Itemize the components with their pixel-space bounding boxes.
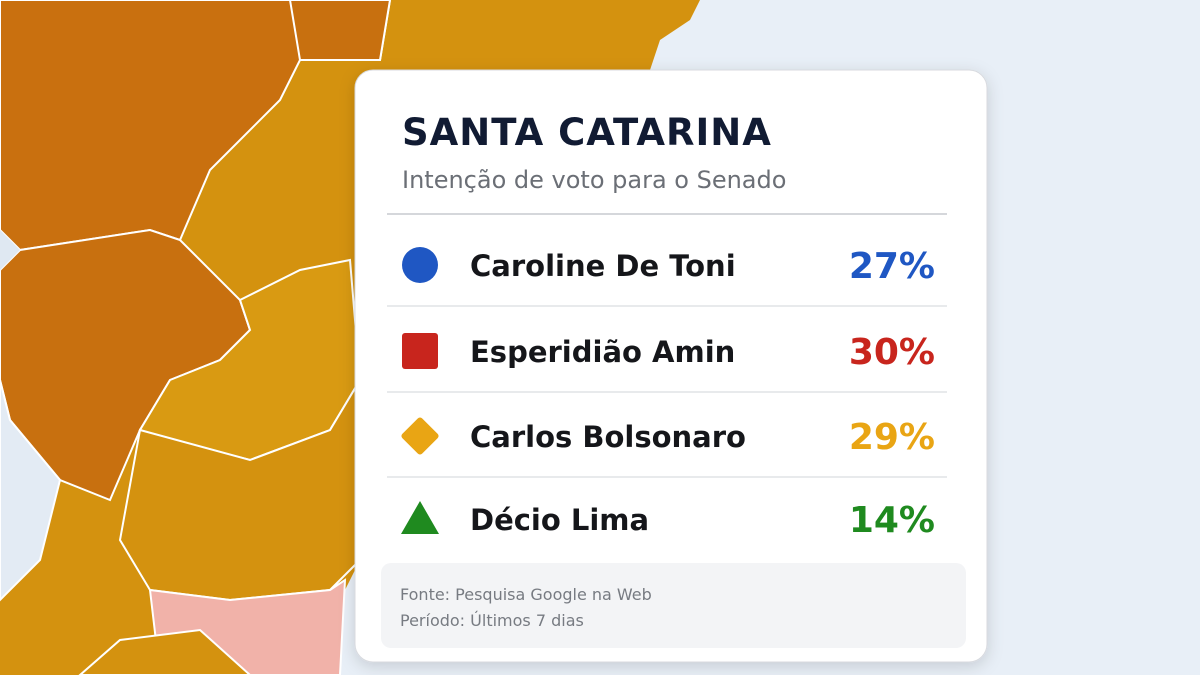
candidate-value: 30%: [849, 332, 935, 373]
candidate-value: 27%: [849, 246, 935, 287]
marker-triangle: [401, 501, 439, 534]
marker-diamond: [401, 417, 439, 455]
card: SANTA CATARINA Intenção de voto para o S…: [354, 69, 988, 663]
footer-box: [381, 563, 966, 648]
footer-source: Fonte: Pesquisa Google na Web: [400, 585, 652, 604]
candidate-value: 29%: [849, 417, 935, 458]
candidate-name: Esperidião Amin: [470, 335, 735, 369]
candidate-name: Décio Lima: [470, 503, 649, 537]
card-panel: [354, 69, 988, 663]
card-subtitle: Intenção de voto para o Senado: [402, 166, 786, 194]
candidate-name: Caroline De Toni: [470, 249, 736, 283]
marker-square: [402, 333, 438, 369]
rows: Caroline De Toni 27% Esperidião Amin 30% Car…: [387, 246, 947, 541]
footer-period: Período: Últimos 7 dias: [400, 611, 584, 630]
candidate-value: 14%: [849, 500, 935, 541]
marker-circle: [402, 247, 438, 283]
card-title: SANTA CATARINA: [402, 111, 772, 154]
candidate-name: Carlos Bolsonaro: [470, 420, 746, 454]
